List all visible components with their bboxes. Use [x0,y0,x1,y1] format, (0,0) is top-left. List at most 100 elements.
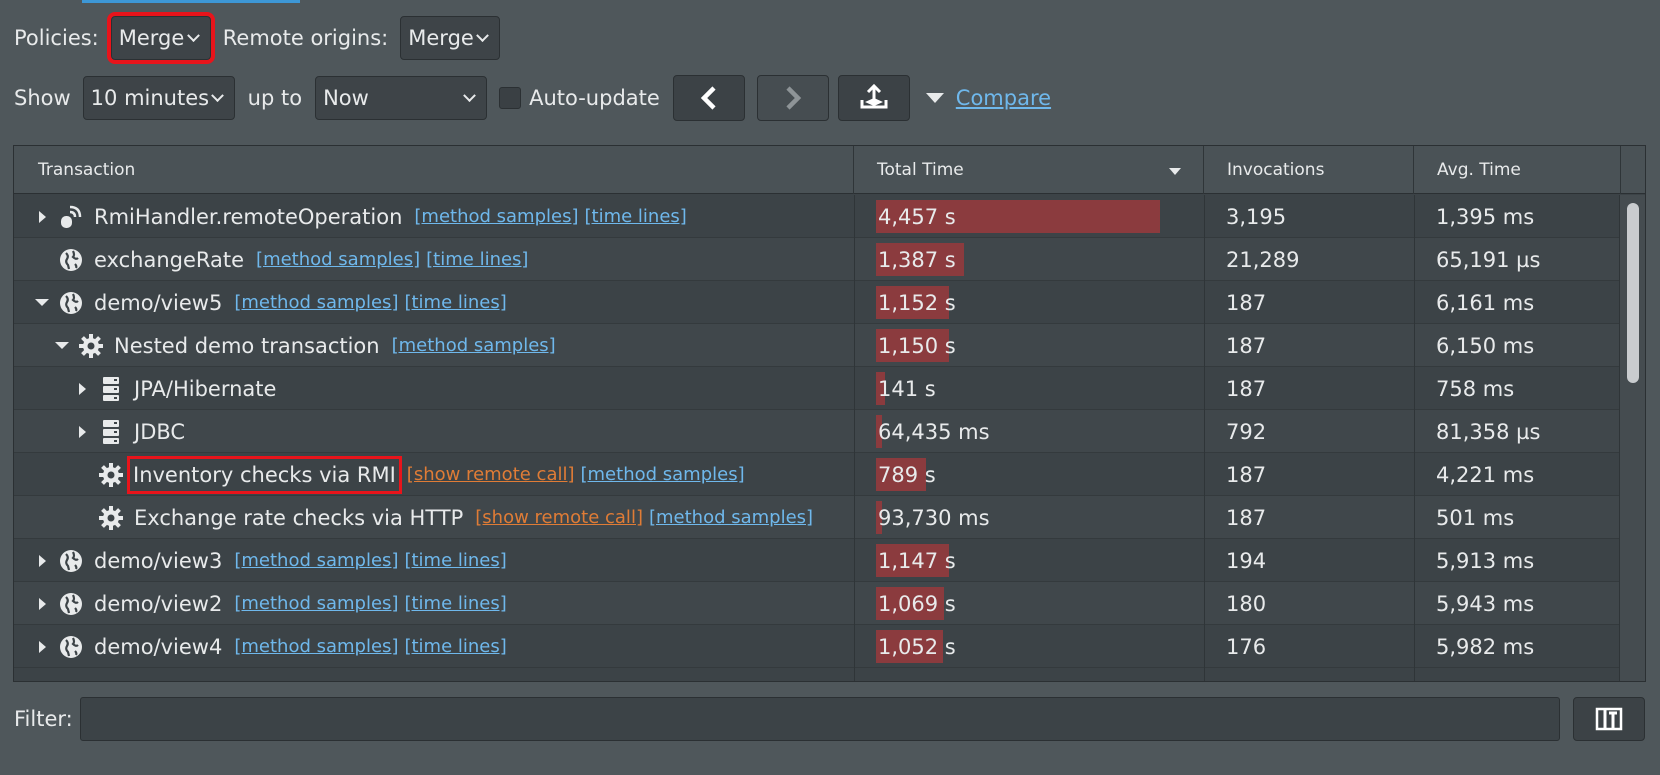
transaction-name: demo/view5 [94,290,223,315]
chevron-down-icon [463,88,476,102]
table-row[interactable]: Inventory checks via RMI [show remote cal… [14,453,1621,496]
filter-label: Filter: [14,707,73,731]
transaction-name: exchangeRate [94,247,245,272]
invocations-cell: 187 [1226,333,1267,358]
avg-time-cell: 81,358 µs [1436,419,1541,444]
method-samples-link[interactable]: [method samples] [234,550,399,571]
column-header-total-time[interactable]: Total Time [854,146,1204,194]
table-row[interactable]: demo/view4 [method samples] [time lines] 1,… [14,625,1621,668]
avg-time-cell: 65,191 µs [1436,247,1541,272]
invocations-cell: 187 [1226,376,1267,401]
show-duration-dropdown[interactable]: 10 minutes [82,76,235,120]
time-range-row: Show 10 minutes up to Now Auto-update Co… [14,74,1051,122]
total-time-value: 141 s [878,376,936,401]
globe-icon [58,247,84,273]
column-header-transaction[interactable]: Transaction [14,146,854,194]
column-header-invocations[interactable]: Invocations [1204,146,1414,194]
table-row[interactable]: JPA/Hibernate 141 s 187 758 ms [14,367,1621,410]
show-remote-call-link[interactable]: [show remote call] [475,507,643,528]
expander-spacer [72,508,92,528]
row-links: [method samples] [time lines] [234,593,506,614]
auto-update-checkbox-group[interactable]: Auto-update [499,86,660,110]
table-row[interactable]: Exchange rate checks via HTTP [show remot… [14,496,1621,539]
export-button[interactable] [837,75,910,121]
method-samples-link[interactable]: [method samples] [234,636,399,657]
total-time-bar [876,415,882,448]
time-lines-link[interactable]: [time lines] [584,206,687,227]
time-lines-link[interactable]: [time lines] [426,249,529,270]
expand-triangle-icon[interactable] [72,379,92,399]
row-links: [show remote call] [method samples] [407,464,745,485]
chevron-down-icon [210,88,224,102]
table-row[interactable]: demo/view2 [method samples] [time lines] 1,… [14,582,1621,625]
transaction-cell: Nested demo transaction [method samples] [52,324,854,367]
filter-options-button[interactable] [1573,697,1645,741]
time-lines-link[interactable]: [time lines] [404,292,507,313]
method-samples-link[interactable]: [method samples] [648,507,814,528]
table-row[interactable]: exchangeRate [method samples] [time lines]… [14,238,1621,281]
expand-triangle-icon[interactable] [32,551,52,571]
method-samples-link[interactable]: [method samples] [234,593,399,614]
remote-origins-label: Remote origins: [222,26,389,50]
table-row[interactable]: demo/view5 [method samples] [time lines] 1,… [14,281,1621,324]
up-to-dropdown[interactable]: Now [315,76,488,120]
table-row[interactable]: JDBC 64,435 ms 792 81,358 µs [14,410,1621,453]
previous-button[interactable] [672,75,745,121]
invocations-cell: 3,195 [1226,204,1287,229]
avg-time-cell: 758 ms [1436,376,1515,401]
table-row[interactable]: demo/view3 [method samples] [time lines] 1,… [14,539,1621,582]
method-samples-link[interactable]: [method samples] [580,464,745,485]
compare-dropdown-icon[interactable] [925,93,944,103]
transaction-cell: Exchange rate checks via HTTP [show remot… [72,496,854,539]
column-divider [854,195,855,681]
method-samples-link[interactable]: [method samples] [391,335,556,356]
database-icon [98,376,124,402]
transactions-table: Transaction Total Time Invocations Avg. … [13,145,1646,682]
total-time-value: 1,069 s [878,591,956,616]
total-time-value: 64,435 ms [878,419,990,444]
vertical-scrollbar[interactable] [1619,195,1645,681]
total-time-value: 1,150 s [878,333,956,358]
invocations-cell: 194 [1226,548,1267,573]
table-row[interactable]: Nested demo transaction [method samples] 1… [14,324,1621,367]
globe-icon [58,548,84,574]
transaction-name: RmiHandler.remoteOperation [94,204,403,229]
total-time-bar [876,243,964,276]
chevron-down-icon [186,28,200,42]
up-to-label: up to [247,86,303,110]
scrollbar-thumb[interactable] [1627,203,1639,383]
collapse-triangle-icon[interactable] [52,336,72,356]
table-row[interactable]: RmiHandler.remoteOperation [method sample… [14,195,1621,238]
remote-origins-dropdown[interactable]: Merge [400,16,501,60]
total-time-cell: 1,147 s [876,539,1196,582]
method-samples-link[interactable]: [method samples] [414,206,579,227]
next-button[interactable] [756,75,829,121]
auto-update-checkbox[interactable] [499,87,522,109]
show-remote-call-link[interactable]: [show remote call] [406,464,575,485]
filter-input[interactable] [80,697,1560,741]
expand-triangle-icon[interactable] [72,422,92,442]
method-samples-link[interactable]: [method samples] [256,249,421,270]
filter-options-icon [1595,707,1623,731]
time-lines-link[interactable]: [time lines] [404,550,507,571]
time-lines-link[interactable]: [time lines] [404,593,507,614]
column-header-avg-time[interactable]: Avg. Time [1414,146,1621,194]
transaction-name: demo/view2 [94,591,223,616]
total-time-bar [876,458,926,491]
policies-row: Policies: Merge Remote origins: Merge [14,12,501,64]
total-time-cell: 1,069 s [876,582,1196,625]
transaction-cell: demo/view3 [method samples] [time lines] [32,539,854,582]
avg-time-cell: 6,161 ms [1436,290,1535,315]
show-duration-value: 10 minutes [90,86,210,110]
expand-triangle-icon[interactable] [32,207,52,227]
total-time-bar [876,200,1160,233]
total-time-cell: 141 s [876,367,1196,410]
expand-triangle-icon[interactable] [32,637,52,657]
method-samples-link[interactable]: [method samples] [234,292,399,313]
expand-triangle-icon[interactable] [32,594,52,614]
total-time-cell: 1,052 s [876,625,1196,668]
policies-dropdown[interactable]: Merge [106,12,215,64]
collapse-triangle-icon[interactable] [32,293,52,313]
compare-link[interactable]: Compare [955,86,1052,110]
time-lines-link[interactable]: [time lines] [404,636,507,657]
